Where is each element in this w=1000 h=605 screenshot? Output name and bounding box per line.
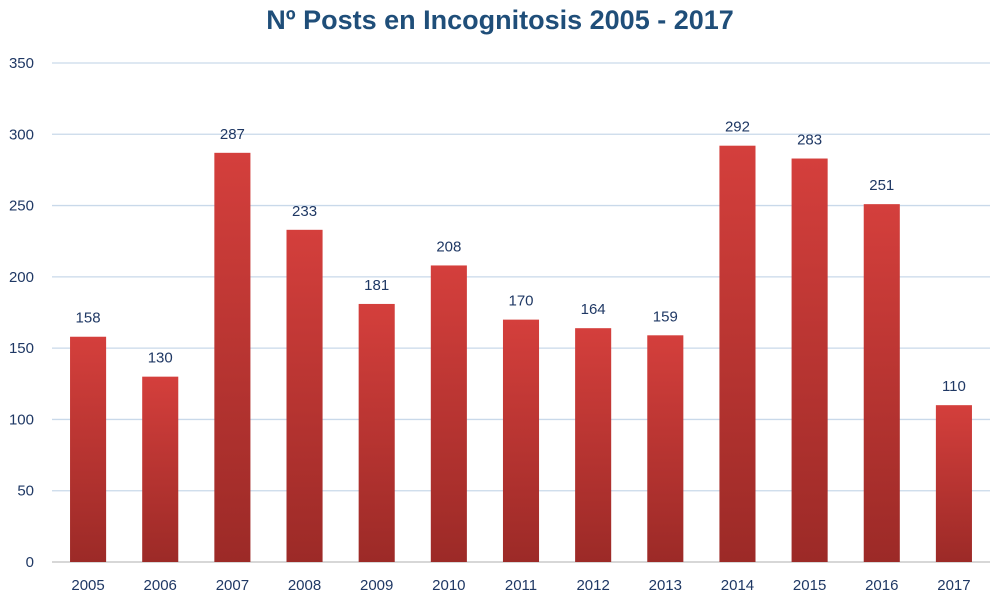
data-label-2017: 110 — [942, 378, 966, 395]
data-labels: 158 130 287 233 181 208 170 164 159 292 283 251 110 — [76, 119, 966, 395]
x-tick-label-2011: 2011 — [505, 577, 537, 594]
bar-2007 — [214, 152, 251, 562]
x-tick-label-2009: 2009 — [360, 577, 393, 594]
x-tick-label-2006: 2006 — [144, 577, 177, 594]
bar-2017 — [935, 405, 972, 562]
data-label-2008: 233 — [292, 203, 317, 220]
x-tick-label-2007: 2007 — [216, 577, 249, 594]
bar-2008 — [286, 229, 323, 562]
x-tick-label-2014: 2014 — [721, 577, 754, 594]
y-tick-label: 50 — [17, 483, 34, 500]
bar-2013 — [647, 335, 684, 562]
data-label-2012: 164 — [581, 301, 606, 318]
data-label-2009: 181 — [364, 277, 389, 294]
y-tick-label: 100 — [9, 411, 34, 428]
data-label-2010: 208 — [436, 238, 461, 255]
bar-2009 — [358, 303, 395, 562]
bar-2005 — [70, 336, 107, 562]
data-label-2016: 251 — [869, 177, 894, 194]
bar-2016 — [863, 204, 900, 562]
bar-2010 — [430, 265, 467, 562]
chart-title: Nº Posts en Incognitosis 2005 - 2017 — [266, 5, 734, 35]
y-tick-label: 150 — [9, 340, 34, 357]
bar-2015 — [791, 158, 828, 562]
y-tick-label: 200 — [9, 269, 34, 286]
data-label-2005: 158 — [76, 310, 101, 327]
bar-2012 — [575, 328, 612, 562]
x-tick-label-2013: 2013 — [649, 577, 682, 594]
y-tick-label: 300 — [9, 126, 34, 143]
data-label-2011: 170 — [508, 293, 533, 310]
x-tick-label-2015: 2015 — [793, 577, 826, 594]
y-tick-label: 250 — [9, 198, 34, 215]
x-tick-label-2008: 2008 — [288, 577, 321, 594]
data-label-2014: 292 — [725, 119, 750, 136]
data-label-2013: 159 — [653, 308, 678, 325]
data-label-2015: 283 — [797, 132, 822, 149]
x-tick-label-2005: 2005 — [71, 577, 104, 594]
x-tick-label-2010: 2010 — [432, 577, 465, 594]
bars — [70, 145, 972, 563]
bar-2011 — [502, 319, 540, 562]
y-tick-label: 0 — [26, 554, 34, 571]
x-tick-label-2017: 2017 — [937, 577, 970, 594]
x-axis: 2005 2006 2007 2008 2009 2010 2011 2012 2013 2014… — [71, 577, 970, 594]
y-tick-label: 350 — [9, 55, 34, 72]
x-tick-label-2016: 2016 — [865, 577, 898, 594]
data-label-2007: 287 — [220, 126, 245, 143]
bar-2014 — [719, 145, 756, 563]
bar-2006 — [142, 376, 179, 562]
x-tick-label-2012: 2012 — [576, 577, 609, 594]
y-axis: 0 50 100 150 200 250 300 350 — [9, 55, 990, 571]
data-label-2006: 130 — [148, 350, 173, 367]
